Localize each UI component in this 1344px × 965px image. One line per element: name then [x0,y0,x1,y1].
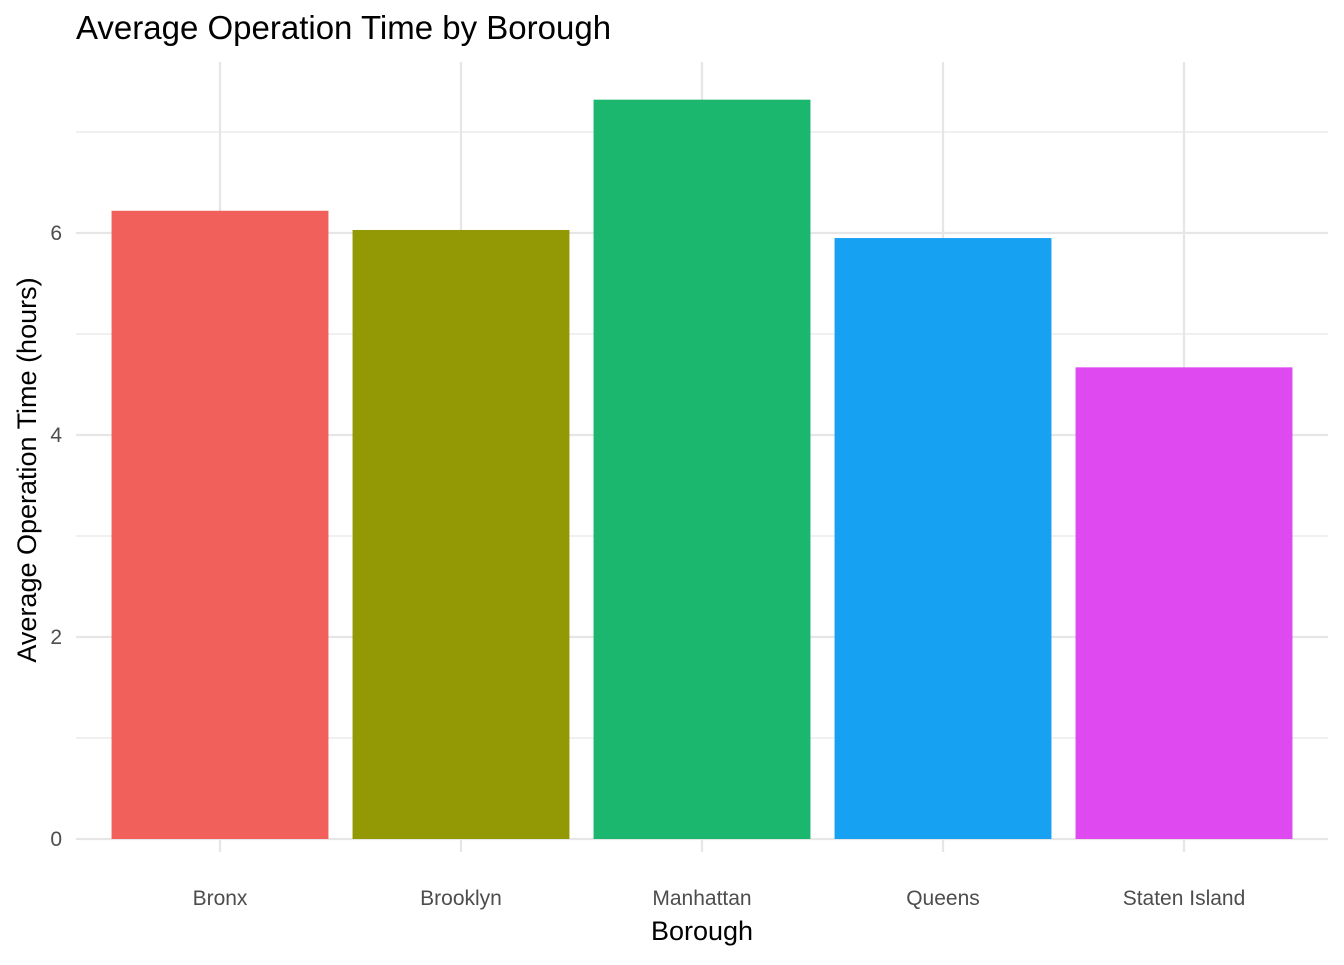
x-tick-label: Bronx [193,887,248,910]
bar-brooklyn [352,229,570,840]
x-tick-label: Brooklyn [420,887,502,910]
y-tick-label: 2 [50,626,62,649]
x-tick-label: Queens [906,887,980,910]
bar-queens [834,238,1052,840]
y-tick-label: 6 [50,222,62,245]
y-tick-label: 4 [50,424,62,447]
x-axis-ticks: Bronx Brooklyn Manhattan Queens Staten Islan… [193,887,1246,910]
bar-bronx [111,210,329,839]
y-tick-label: 0 [50,828,62,851]
x-tick-label: Manhattan [652,887,751,910]
y-axis-title: Average Operation Time (hours) [12,277,42,662]
y-axis-ticks: 0 2 4 6 [50,222,62,851]
bars [111,99,1293,840]
bar-manhattan [593,99,811,840]
x-axis-title: Borough [651,916,753,946]
chart-title: Average Operation Time by Borough [76,9,611,46]
x-tick-label: Staten Island [1123,887,1246,910]
bar-staten-island [1075,367,1293,839]
